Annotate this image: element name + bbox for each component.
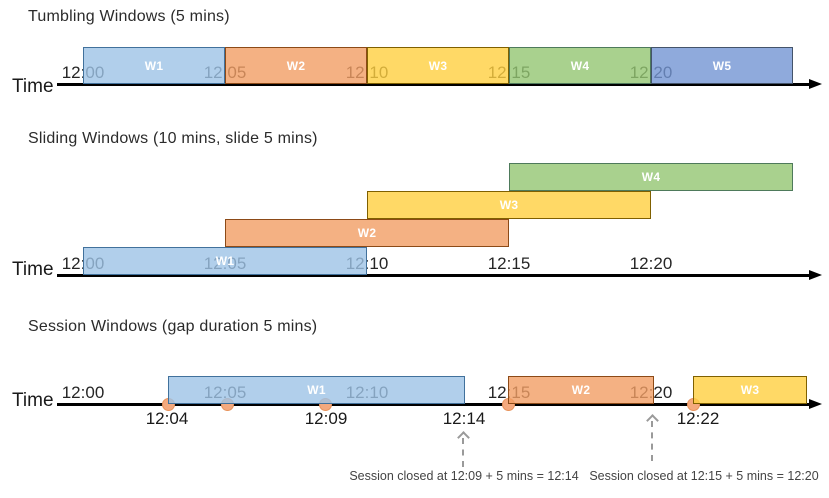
session-tick-label: 12:00 (61, 383, 105, 402)
event-time-label: 12:04 (145, 409, 189, 428)
window-box-w5: W5 (651, 47, 793, 84)
window-label-w5: W5 (712, 58, 732, 73)
session-closed-annotation: Session closed at 12:09 + 5 mins = 12:14 (349, 469, 579, 483)
event-time-label: 12:14 (442, 409, 486, 428)
window-label-w1: W1 (215, 254, 235, 268)
sliding-time-axis-label: Time (12, 259, 54, 280)
window-box-w2: W2 (225, 219, 509, 247)
annotation-arrow-stem (462, 438, 464, 467)
window-label-w1: W1 (144, 58, 164, 73)
window-label-w3: W3 (428, 58, 448, 73)
window-box-w1: W1 (83, 247, 367, 275)
window-box-w1: W1 (168, 376, 465, 404)
sliding-axis-arrowhead-icon (809, 270, 822, 280)
window-label-w2: W2 (286, 58, 306, 73)
window-box-w3: W3 (367, 191, 651, 219)
session-time-axis (57, 403, 811, 406)
window-label-w4: W4 (570, 58, 590, 73)
annotation-arrow-stem (651, 421, 653, 461)
window-box-w3: W3 (693, 376, 807, 404)
window-label-w2: W2 (357, 226, 377, 240)
tumbling-section-title: Tumbling Windows (5 mins) (28, 8, 230, 25)
window-label-w1: W1 (307, 383, 326, 397)
sliding-tick-label: 12:15 (487, 254, 531, 273)
session-section-title: Session Windows (gap duration 5 mins) (28, 318, 318, 335)
session-axis-arrowhead-icon (809, 399, 822, 409)
window-label-w4: W4 (641, 170, 661, 184)
event-time-label: 12:09 (304, 409, 348, 428)
event-time-label: 12:22 (676, 409, 720, 428)
session-closed-annotation: Session closed at 12:15 + 5 mins = 12:20 (589, 469, 819, 483)
window-label-w3: W3 (499, 198, 519, 212)
sliding-section-title: Sliding Windows (10 mins, slide 5 mins) (28, 130, 318, 147)
window-box-w4: W4 (509, 47, 651, 84)
sliding-tick-label: 12:20 (629, 254, 673, 273)
tumbling-time-axis (57, 83, 811, 86)
window-label-w2: W2 (571, 383, 591, 397)
window-box-w2: W2 (508, 376, 654, 404)
window-box-w1: W1 (83, 47, 225, 84)
window-box-w3: W3 (367, 47, 509, 84)
tumbling-axis-arrowhead-icon (809, 79, 822, 89)
window-box-w2: W2 (225, 47, 367, 84)
window-box-w4: W4 (509, 163, 793, 191)
window-label-w3: W3 (740, 383, 760, 397)
session-time-axis-label: Time (12, 390, 54, 411)
sliding-time-axis (57, 274, 811, 277)
tumbling-time-axis-label: Time (12, 76, 54, 97)
